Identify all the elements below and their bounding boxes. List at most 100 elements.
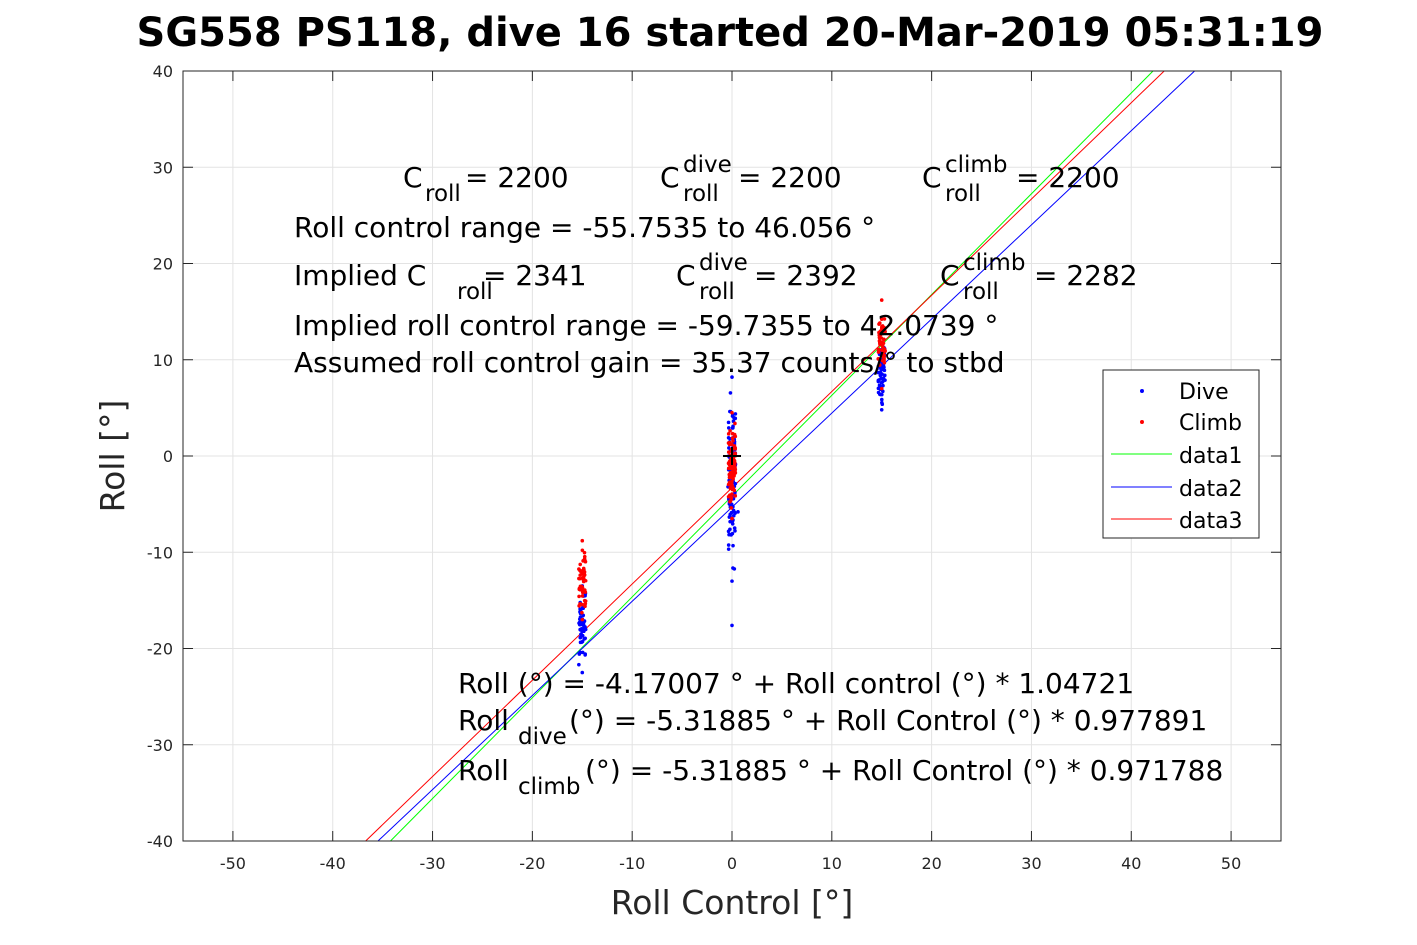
point-climb bbox=[580, 617, 585, 622]
point-climb bbox=[582, 570, 587, 574]
point-climb bbox=[727, 440, 732, 445]
annotation-c-climb: C climb roll = 2200 bbox=[922, 152, 1120, 207]
point-climb bbox=[728, 473, 733, 478]
c-dive-value: = 2200 bbox=[738, 161, 842, 194]
x-tick-label: 0 bbox=[727, 854, 737, 873]
point-climb bbox=[882, 356, 886, 360]
x-tick-label: 20 bbox=[921, 854, 941, 873]
point-dive bbox=[583, 627, 588, 632]
legend-label-data2: data2 bbox=[1179, 477, 1243, 502]
point-climb bbox=[877, 363, 882, 367]
point-dive bbox=[732, 526, 737, 530]
c-climb-value: = 2200 bbox=[1016, 161, 1120, 194]
y-tick-label: -20 bbox=[147, 640, 173, 659]
point-climb bbox=[580, 594, 585, 598]
y-axis-label: Roll [°] bbox=[93, 400, 132, 513]
point-climb bbox=[881, 349, 886, 353]
point-dive bbox=[883, 373, 887, 378]
point-climb bbox=[730, 479, 734, 484]
implied-climb-base: C bbox=[940, 259, 960, 292]
legend-label-dive: Dive bbox=[1179, 380, 1229, 405]
point-dive bbox=[577, 662, 581, 667]
point-climb bbox=[726, 432, 731, 436]
point-climb bbox=[882, 317, 887, 321]
point-climb bbox=[882, 328, 887, 332]
point-dive bbox=[730, 522, 735, 526]
point-climb bbox=[577, 576, 581, 581]
point-dive bbox=[729, 533, 733, 537]
x-tick-label: -20 bbox=[519, 854, 545, 873]
point-dive bbox=[733, 416, 738, 421]
point-dive bbox=[880, 402, 885, 407]
point-dive bbox=[879, 380, 884, 385]
point-dive bbox=[727, 446, 731, 450]
point-climb bbox=[733, 451, 737, 456]
c-climb-sup: climb bbox=[945, 152, 1007, 178]
point-dive bbox=[736, 510, 740, 514]
x-tick-label: -50 bbox=[220, 854, 246, 873]
implied-roll-control-range: Implied roll control range = -59.7355 to… bbox=[294, 309, 998, 342]
point-climb bbox=[882, 360, 887, 365]
annotation-implied-dive: C dive roll = 2392 bbox=[676, 250, 858, 305]
c-climb-sub: roll bbox=[945, 181, 981, 207]
point-climb bbox=[726, 466, 731, 471]
fit-climb-sub: climb bbox=[518, 774, 580, 800]
point-dive bbox=[726, 420, 731, 425]
c-dive-base: C bbox=[660, 161, 680, 194]
c-roll-value: = 2200 bbox=[465, 161, 569, 194]
point-climb bbox=[730, 483, 734, 488]
annotation-c-dive: C dive roll = 2200 bbox=[660, 152, 842, 207]
y-tick-label: 30 bbox=[153, 158, 173, 177]
y-tick-label: 10 bbox=[153, 351, 173, 370]
point-dive bbox=[731, 424, 735, 429]
c-climb-base: C bbox=[922, 161, 942, 194]
roll-control-gain: Assumed roll control gain = 35.37 counts… bbox=[294, 346, 1005, 379]
x-axis-label: Roll Control [°] bbox=[611, 883, 854, 922]
point-climb bbox=[881, 337, 886, 342]
chart-title: SG558 PS118, dive 16 started 20-Mar-2019… bbox=[137, 10, 1324, 56]
implied-climb-value: = 2282 bbox=[1034, 259, 1138, 292]
point-dive bbox=[883, 378, 887, 382]
point-climb bbox=[733, 494, 738, 498]
point-climb bbox=[578, 601, 582, 606]
implied-dive-sub: roll bbox=[699, 279, 735, 305]
point-climb bbox=[726, 450, 731, 454]
point-dive bbox=[728, 391, 733, 395]
implied-c-base: Implied C bbox=[294, 259, 426, 292]
implied-dive-value: = 2392 bbox=[754, 259, 858, 292]
y-tick-label: -10 bbox=[147, 543, 173, 562]
point-climb bbox=[728, 499, 732, 504]
point-climb bbox=[583, 590, 588, 594]
legend-marker-dive bbox=[1140, 389, 1144, 393]
point-dive bbox=[730, 375, 734, 379]
point-dive bbox=[730, 579, 734, 583]
point-dive bbox=[582, 637, 586, 641]
point-climb bbox=[583, 558, 587, 562]
point-climb bbox=[877, 357, 882, 362]
point-climb bbox=[580, 538, 585, 543]
point-climb bbox=[580, 610, 584, 615]
point-dive bbox=[880, 392, 884, 397]
implied-climb-sup: climb bbox=[963, 250, 1025, 276]
x-tick-label: 50 bbox=[1221, 854, 1241, 873]
point-climb bbox=[880, 344, 885, 349]
c-roll-sub: roll bbox=[425, 181, 461, 207]
point-climb bbox=[730, 487, 735, 492]
point-climb bbox=[583, 604, 587, 609]
point-climb bbox=[877, 322, 881, 326]
point-climb bbox=[582, 554, 587, 559]
point-dive bbox=[730, 623, 734, 628]
legend-label-data3: data3 bbox=[1179, 509, 1243, 534]
point-climb bbox=[583, 578, 588, 583]
point-climb bbox=[877, 336, 882, 340]
point-dive bbox=[726, 547, 731, 551]
point-climb bbox=[578, 568, 582, 573]
point-dive bbox=[728, 527, 732, 532]
implied-c-sub: roll bbox=[457, 279, 493, 305]
point-climb bbox=[728, 493, 732, 498]
point-climb bbox=[876, 347, 881, 352]
point-dive bbox=[732, 567, 737, 571]
point-dive bbox=[578, 607, 582, 611]
annotation-implied-climb: C climb roll = 2282 bbox=[940, 250, 1138, 305]
point-dive bbox=[878, 371, 883, 375]
